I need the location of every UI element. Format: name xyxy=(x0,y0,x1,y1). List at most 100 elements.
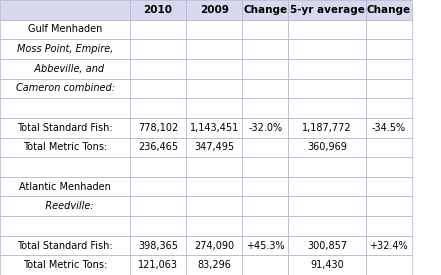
Text: 5-yr average: 5-yr average xyxy=(290,5,364,15)
Bar xyxy=(186,138,242,157)
Text: +45.3%: +45.3% xyxy=(246,241,284,251)
Bar xyxy=(366,196,412,216)
Bar xyxy=(0,216,130,236)
Text: 2009: 2009 xyxy=(200,5,228,15)
Text: 300,857: 300,857 xyxy=(307,241,347,251)
Bar xyxy=(288,98,366,118)
Bar xyxy=(0,196,130,216)
Bar xyxy=(186,157,242,177)
Bar xyxy=(242,196,288,216)
Bar xyxy=(130,196,186,216)
Bar xyxy=(288,177,366,196)
Text: Gulf Menhaden: Gulf Menhaden xyxy=(28,24,102,34)
Text: 347,495: 347,495 xyxy=(194,142,234,152)
Text: Total Standard Fish:: Total Standard Fish: xyxy=(17,241,113,251)
Bar xyxy=(242,98,288,118)
Bar xyxy=(186,177,242,196)
Bar xyxy=(130,177,186,196)
Bar xyxy=(186,196,242,216)
Bar xyxy=(366,216,412,236)
Text: Change: Change xyxy=(366,5,411,15)
Bar xyxy=(288,255,366,275)
Bar xyxy=(186,39,242,59)
Bar xyxy=(0,177,130,196)
Bar xyxy=(186,20,242,39)
Bar xyxy=(366,59,412,79)
Bar xyxy=(0,157,130,177)
Bar xyxy=(130,39,186,59)
Bar xyxy=(242,0,288,20)
Bar xyxy=(242,138,288,157)
Bar xyxy=(130,98,186,118)
Text: 1,143,451: 1,143,451 xyxy=(190,123,239,133)
Text: Atlantic Menhaden: Atlantic Menhaden xyxy=(19,182,111,192)
Bar xyxy=(0,20,130,39)
Bar xyxy=(130,255,186,275)
Bar xyxy=(0,138,130,157)
Bar xyxy=(366,236,412,255)
Text: Abbeville, and: Abbeville, and xyxy=(26,64,105,74)
Bar xyxy=(186,0,242,20)
Bar xyxy=(0,118,130,138)
Bar xyxy=(186,236,242,255)
Bar xyxy=(288,39,366,59)
Text: Cameron combined:: Cameron combined: xyxy=(15,83,115,94)
Bar xyxy=(0,59,130,79)
Bar xyxy=(0,0,130,20)
Text: Moss Point, Empire,: Moss Point, Empire, xyxy=(17,44,113,54)
Bar xyxy=(288,157,366,177)
Bar xyxy=(242,20,288,39)
Text: 236,465: 236,465 xyxy=(138,142,178,152)
Bar xyxy=(366,255,412,275)
Bar xyxy=(242,79,288,98)
Text: -32.0%: -32.0% xyxy=(248,123,282,133)
Bar xyxy=(366,98,412,118)
Text: +32.4%: +32.4% xyxy=(370,241,408,251)
Text: Total Metric Tons:: Total Metric Tons: xyxy=(23,142,107,152)
Bar xyxy=(0,79,130,98)
Bar xyxy=(242,59,288,79)
Bar xyxy=(288,79,366,98)
Bar xyxy=(186,79,242,98)
Text: 274,090: 274,090 xyxy=(194,241,234,251)
Bar xyxy=(366,79,412,98)
Bar xyxy=(288,0,366,20)
Text: 398,365: 398,365 xyxy=(138,241,178,251)
Bar xyxy=(186,118,242,138)
Text: 1,187,772: 1,187,772 xyxy=(302,123,352,133)
Bar xyxy=(130,0,186,20)
Text: 360,969: 360,969 xyxy=(307,142,347,152)
Bar xyxy=(366,157,412,177)
Text: Change: Change xyxy=(243,5,288,15)
Bar xyxy=(130,79,186,98)
Bar xyxy=(288,236,366,255)
Bar xyxy=(366,118,412,138)
Bar xyxy=(242,216,288,236)
Bar xyxy=(0,255,130,275)
Bar xyxy=(130,138,186,157)
Bar xyxy=(186,59,242,79)
Bar xyxy=(242,255,288,275)
Text: 778,102: 778,102 xyxy=(138,123,178,133)
Bar xyxy=(130,157,186,177)
Text: 2010: 2010 xyxy=(144,5,172,15)
Bar xyxy=(130,236,186,255)
Bar xyxy=(288,59,366,79)
Bar xyxy=(130,216,186,236)
Bar xyxy=(366,138,412,157)
Bar xyxy=(242,157,288,177)
Bar xyxy=(130,118,186,138)
Text: Reedville:: Reedville: xyxy=(36,201,94,211)
Bar xyxy=(130,59,186,79)
Bar xyxy=(242,39,288,59)
Text: 83,296: 83,296 xyxy=(197,260,231,270)
Bar xyxy=(0,236,130,255)
Bar xyxy=(0,98,130,118)
Bar xyxy=(242,118,288,138)
Text: 91,430: 91,430 xyxy=(310,260,344,270)
Bar xyxy=(366,177,412,196)
Bar xyxy=(242,236,288,255)
Bar xyxy=(288,216,366,236)
Bar xyxy=(288,196,366,216)
Bar xyxy=(186,98,242,118)
